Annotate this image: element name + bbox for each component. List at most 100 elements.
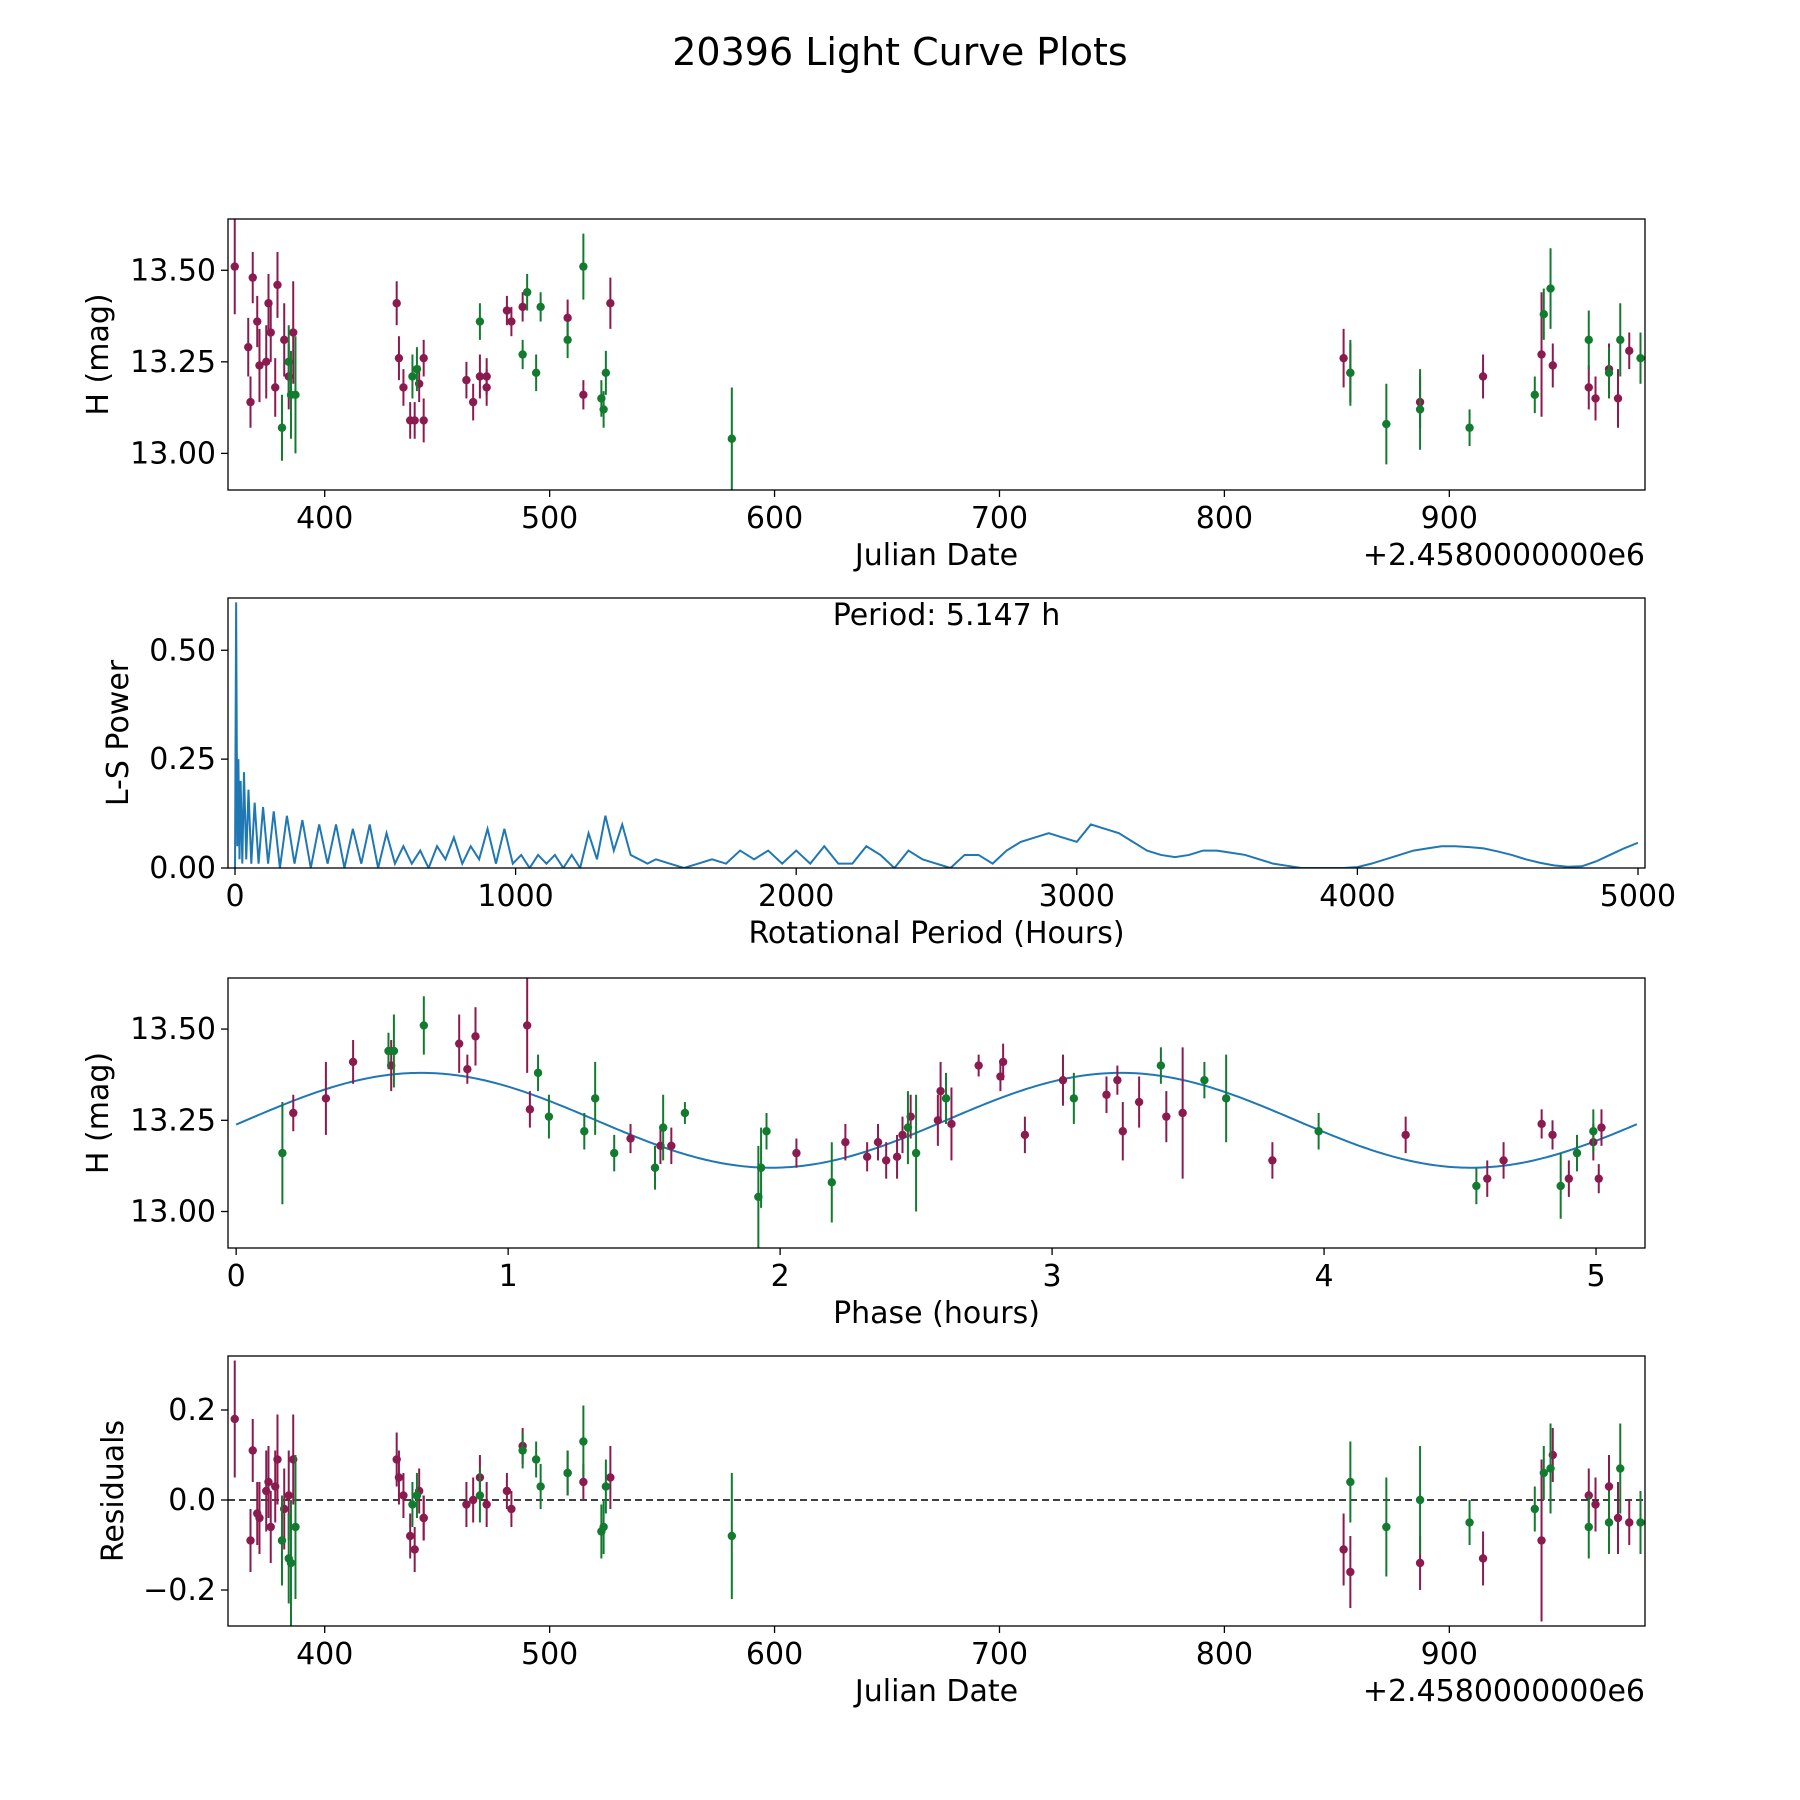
x-tick-label: 400 — [296, 1637, 353, 1672]
data-point-g — [1382, 383, 1391, 465]
data-point-g — [1584, 310, 1593, 370]
data-marker — [1548, 1130, 1557, 1140]
data-point-r — [1058, 1054, 1068, 1106]
data-marker — [579, 262, 588, 271]
data-marker — [266, 1522, 275, 1532]
data-marker — [841, 1137, 850, 1147]
data-marker — [606, 299, 615, 308]
data-point-r — [399, 1473, 408, 1518]
data-marker — [1584, 383, 1593, 392]
data-marker — [405, 1531, 415, 1541]
data-point-r — [253, 295, 262, 348]
data-point-r — [266, 303, 275, 362]
data-marker — [482, 383, 491, 392]
data-point-r — [1478, 354, 1488, 399]
data-point-r — [273, 1414, 282, 1505]
x-tick-label: 400 — [296, 501, 353, 536]
data-point-g — [1604, 1491, 1614, 1554]
data-point-r — [392, 281, 401, 326]
data-point-g — [291, 1455, 300, 1599]
data-point-r — [1594, 1164, 1603, 1194]
x-tick-label: 700 — [971, 1637, 1028, 1672]
data-point-r — [892, 1134, 902, 1179]
x-tick-label: 3 — [1043, 1259, 1062, 1294]
data-marker — [727, 1531, 737, 1541]
data-marker — [579, 1437, 588, 1446]
data-point-r — [1268, 1142, 1277, 1179]
x-tick-label: 2 — [771, 1259, 790, 1294]
data-marker — [419, 353, 428, 363]
figure-title: 20396 Light Curve Plots — [672, 30, 1127, 74]
data-point-r — [255, 1482, 264, 1554]
data-marker — [1162, 1112, 1171, 1121]
data-point-r — [289, 1094, 298, 1132]
x-tick-label: 2000 — [758, 879, 834, 914]
data-point-r — [394, 1450, 404, 1505]
data-marker — [1465, 423, 1474, 432]
data-point-g — [533, 1054, 543, 1092]
data-marker — [601, 368, 611, 378]
data-marker — [1613, 394, 1623, 403]
data-point-r — [266, 1491, 275, 1563]
data-point-g — [1584, 1495, 1593, 1559]
data-marker — [471, 1032, 480, 1041]
data-point-g — [1556, 1153, 1565, 1219]
data-marker — [998, 1057, 1008, 1067]
data-point-g — [1465, 409, 1474, 447]
data-point-r — [1483, 1160, 1492, 1197]
data-marker — [502, 306, 512, 315]
data-point-g — [827, 1142, 836, 1223]
data-marker — [248, 1446, 257, 1455]
data-marker — [419, 416, 428, 425]
data-marker — [507, 1504, 516, 1514]
data-point-r — [394, 336, 404, 381]
x-tick-label: 500 — [521, 501, 578, 536]
data-point-g — [277, 394, 287, 461]
data-marker — [518, 1446, 527, 1455]
x-tick-label: 0 — [227, 1259, 246, 1294]
x-tick-label: 1000 — [477, 879, 553, 914]
data-marker — [667, 1141, 676, 1151]
data-marker — [1483, 1174, 1492, 1183]
data-marker — [862, 1152, 872, 1161]
data-point-g — [601, 1459, 611, 1514]
data-point-g — [408, 1482, 417, 1527]
data-marker — [419, 1021, 429, 1030]
data-point-g — [762, 1113, 771, 1150]
data-marker — [1382, 1522, 1391, 1532]
data-marker — [599, 1522, 608, 1532]
data-marker — [475, 372, 485, 381]
data-point-g — [1346, 339, 1355, 406]
data-point-r — [1591, 1477, 1600, 1532]
data-marker — [892, 1152, 902, 1161]
data-point-g — [1314, 1113, 1323, 1150]
data-marker — [1530, 390, 1539, 399]
data-marker — [410, 416, 419, 425]
x-tick-label: 3000 — [1039, 879, 1115, 914]
data-point-r — [1339, 1513, 1348, 1586]
data-marker — [599, 405, 608, 414]
data-point-g — [419, 996, 429, 1055]
data-point-r — [289, 281, 298, 384]
data-point-g — [1156, 1047, 1166, 1084]
data-marker — [1539, 310, 1548, 319]
data-point-g — [727, 1473, 737, 1599]
data-point-r — [1162, 1091, 1171, 1143]
data-point-g — [286, 1500, 296, 1626]
y-tick-label: −0.2 — [143, 1573, 216, 1608]
data-marker — [321, 1094, 331, 1103]
data-marker — [536, 302, 545, 312]
data-point-g — [1616, 1423, 1625, 1514]
data-point-r — [936, 1061, 945, 1121]
data-point-r — [230, 1360, 239, 1478]
data-point-g — [1530, 376, 1539, 414]
data-point-r — [1346, 1536, 1355, 1608]
data-marker — [462, 1500, 471, 1509]
data-marker — [680, 1108, 690, 1118]
data-marker — [462, 375, 471, 385]
data-point-r — [873, 1123, 883, 1161]
data-point-g — [650, 1145, 660, 1190]
data-marker — [650, 1163, 660, 1172]
y-tick-label: 13.50 — [130, 1012, 216, 1047]
